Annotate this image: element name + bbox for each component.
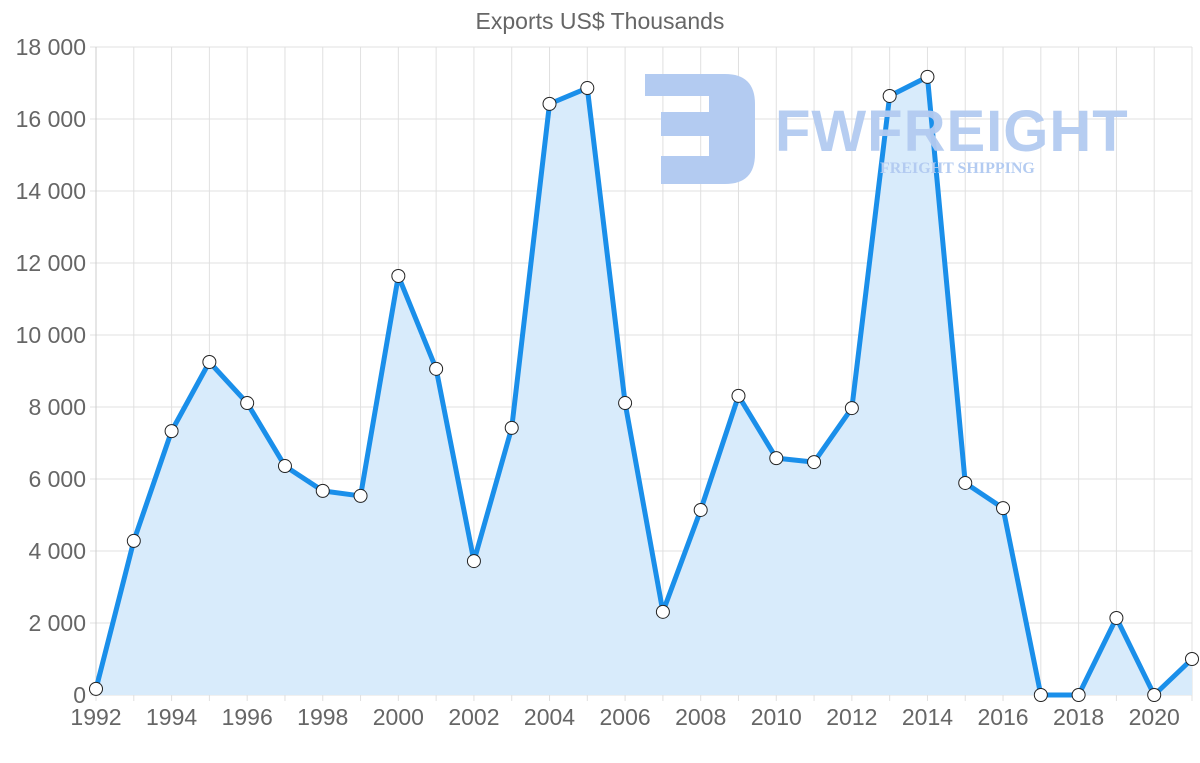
x-tick-label: 1992 [70,704,121,730]
x-tick-label: 2012 [826,704,877,730]
data-point[interactable] [202,355,217,369]
x-tick-label: 2000 [373,704,424,730]
y-tick-label: 10 000 [16,322,86,348]
y-tick-label: 18 000 [16,34,86,60]
data-point[interactable] [844,401,859,416]
watermark-brand: FWFREIGHT [775,99,1129,164]
area-fill [96,76,1192,695]
x-tick-label: 2016 [977,704,1028,730]
data-point[interactable] [1185,652,1199,666]
x-tick-label: 2014 [902,704,953,730]
data-point[interactable] [391,268,406,283]
data-point[interactable] [1147,688,1162,702]
fwfreight-logo-icon [645,74,755,184]
data-point[interactable] [353,488,368,503]
x-tick-label: 1994 [146,704,197,730]
chart-title: Exports US$ Thousands [475,8,725,34]
x-tick-label: 2004 [524,704,575,730]
x-tick-label: 2010 [751,704,802,730]
data-point[interactable] [315,483,330,498]
data-point[interactable] [277,459,292,474]
x-tick-label: 2006 [600,704,651,730]
data-point[interactable] [958,475,973,490]
y-tick-label: 2 000 [28,610,86,636]
data-point[interactable] [618,396,633,411]
data-point[interactable] [580,81,595,96]
y-tick-label: 0 [73,682,86,708]
y-tick-label: 6 000 [28,466,86,492]
data-point[interactable] [429,361,444,376]
data-point[interactable] [1109,610,1124,625]
data-point[interactable] [882,88,897,103]
data-point[interactable] [164,424,179,439]
data-line [93,74,1194,698]
data-point[interactable] [769,451,784,466]
x-tick-label: 1996 [222,704,273,730]
watermark-tagline: FREIGHT SHIPPING [880,160,1035,177]
x-tick-label: 1998 [297,704,348,730]
y-tick-label: 12 000 [16,250,86,276]
x-tick-label: 2002 [448,704,499,730]
data-point[interactable] [920,69,935,84]
data-point[interactable] [807,455,822,470]
y-tick-label: 16 000 [16,106,86,132]
x-tick-label: 2008 [675,704,726,730]
y-tick-label: 14 000 [16,178,86,204]
y-tick-label: 4 000 [28,538,86,564]
data-point[interactable] [240,396,255,411]
data-point[interactable] [731,388,746,403]
x-tick-label: 2020 [1129,704,1180,730]
data-point[interactable] [1071,688,1086,702]
data-point[interactable] [504,420,519,435]
x-tick-label: 2018 [1053,704,1104,730]
data-point[interactable] [996,501,1011,516]
data-point[interactable] [466,554,481,569]
y-tick-label: 8 000 [28,394,86,420]
data-point[interactable] [542,96,557,111]
data-point[interactable] [126,533,141,548]
data-point[interactable] [89,681,103,696]
data-point[interactable] [1033,688,1048,702]
data-point[interactable] [655,604,670,619]
data-point[interactable] [693,502,708,517]
